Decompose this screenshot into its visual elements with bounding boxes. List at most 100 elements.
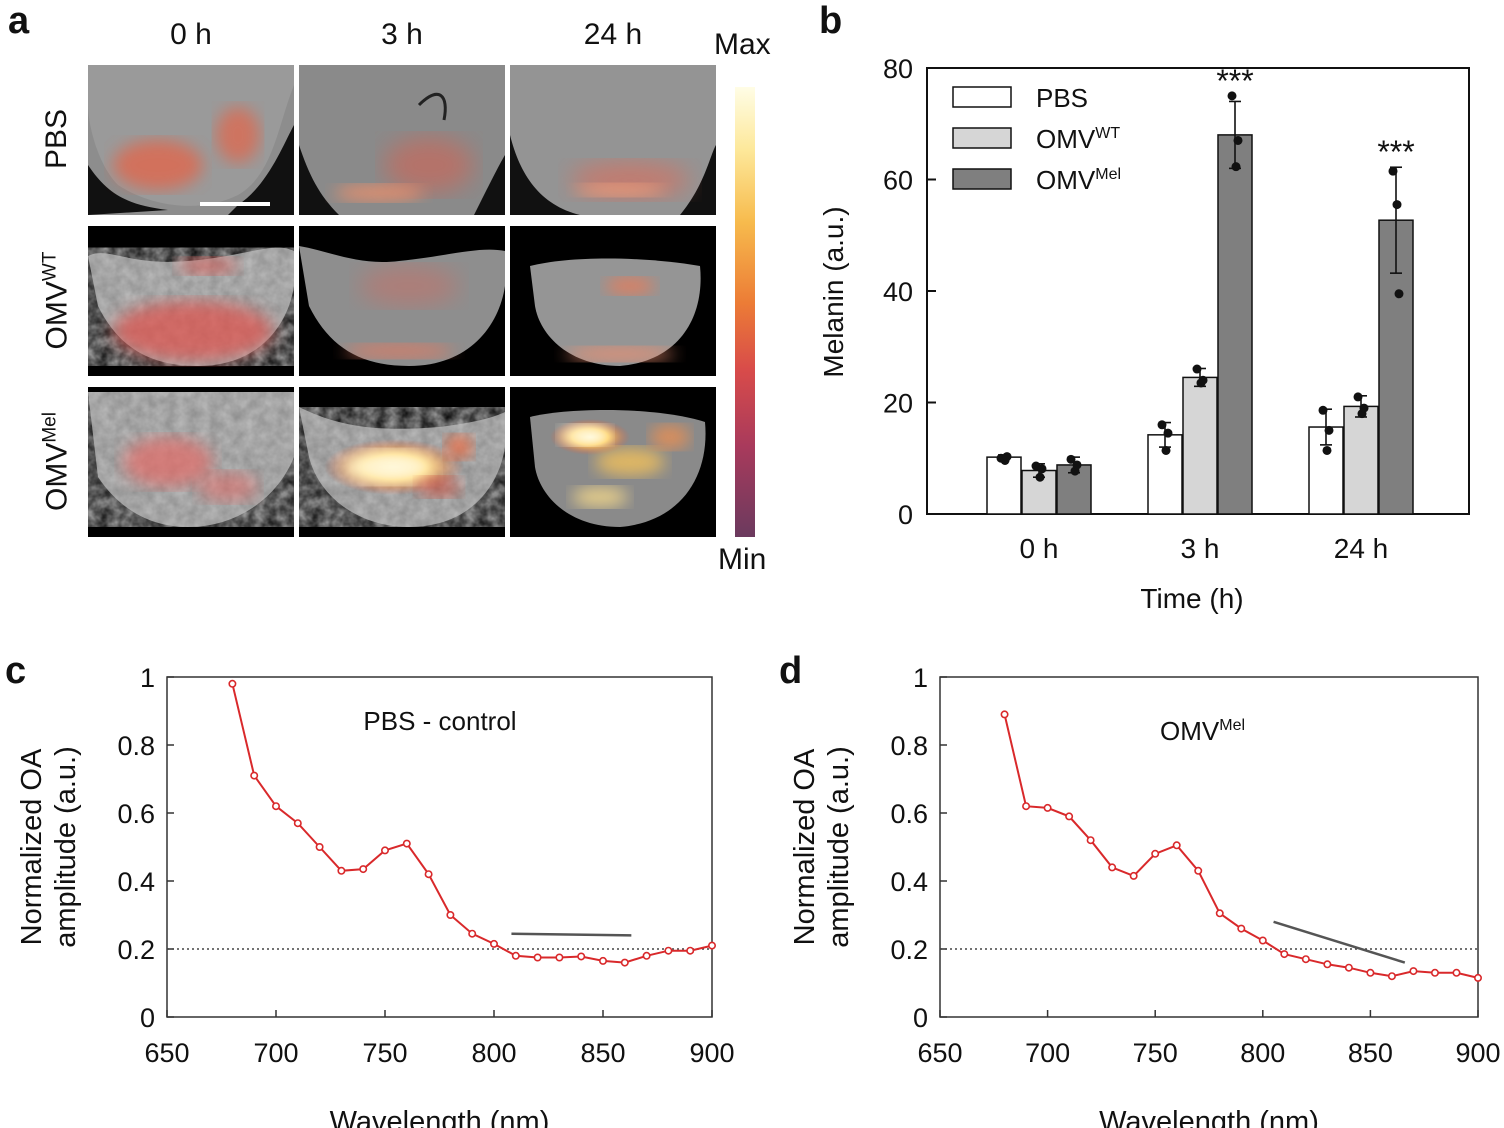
data-point: [1157, 420, 1167, 430]
chart-c-y-tick-label: 0.6: [117, 799, 155, 829]
data-point: [1392, 200, 1402, 210]
image-omv-wt-24h: [510, 226, 716, 376]
chart-c-data-point: [511, 951, 520, 960]
chart-c-data-point: [686, 946, 695, 955]
chart-c-data-point: [250, 771, 259, 780]
chart-c-data-point: [402, 839, 411, 848]
significance-marker: ***: [1377, 134, 1414, 170]
chart-d-data-point: [1301, 955, 1310, 964]
chart-c-data-point: [271, 802, 280, 811]
y-tick-label-b: 60: [883, 166, 913, 196]
chart-d-x-tick-label: 650: [917, 1038, 962, 1068]
legend-swatch: [952, 168, 1012, 190]
data-point: [1324, 425, 1334, 435]
legend-swatch: [952, 86, 1012, 108]
chart-d-y-axis-label-1: Normalized OA: [789, 748, 821, 945]
chart-c-y-tick-label: 0.4: [117, 867, 155, 897]
chart-c-y-tick-label: 0.2: [117, 935, 155, 965]
chart-d-line: 0 0.2 0.4 0.6 0.8 1 650 700 750 800 850 900 Waveleng…: [789, 663, 1501, 1128]
panel-letter-b: b: [819, 0, 843, 42]
chart-c-y-tick-label: 0.8: [117, 731, 155, 761]
x-tick-label-b: 0 h: [1020, 533, 1059, 564]
chart-c-x-tick-label: 700: [253, 1038, 298, 1068]
colorbar-max-label: Max: [714, 28, 771, 61]
chart-d-data-point: [1409, 967, 1418, 976]
data-point: [1388, 166, 1398, 176]
x-tick-label-b: 3 h: [1181, 533, 1220, 564]
chart-b-bar: 0 20 40 60 80 Melanin (a.u.) 0 h 3 h 24 h Time (h…: [818, 54, 1470, 614]
data-point: [1318, 405, 1328, 415]
chart-d-x-tick-label: 850: [1348, 1038, 1393, 1068]
y-tick-label-b: 40: [883, 277, 913, 307]
image-omv-wt-0h: [88, 226, 294, 376]
x-axis-label-b: Time (h): [1140, 583, 1243, 614]
chart-c-frame: [166, 676, 713, 1018]
data-point: [1161, 445, 1171, 455]
column-label-24h: 24 h: [583, 18, 643, 51]
data-point: [1002, 452, 1012, 462]
chart-d-frame: [939, 676, 1479, 1018]
chart-d-y-axis-label-2: amplitude (a.u.): [823, 746, 855, 948]
bar: [986, 456, 1022, 515]
chart-d-x-tick-label: 800: [1240, 1038, 1285, 1068]
chart-c-data-point: [642, 951, 651, 960]
chart-c-data-point: [664, 946, 673, 955]
legend-entry-base: OMV: [1036, 165, 1096, 195]
chart-d-data-point: [1387, 972, 1396, 981]
chart-c-data-point: [337, 866, 346, 875]
chart-c-data-point: [620, 958, 629, 967]
data-point: [1322, 445, 1332, 455]
chart-d-data-point: [1473, 973, 1482, 982]
chart-d-x-tick-label: 750: [1133, 1038, 1178, 1068]
chart-c-data-point: [228, 679, 237, 688]
data-point: [1198, 375, 1208, 385]
legend-entry-sup: WT: [1095, 125, 1120, 142]
bar: [1182, 376, 1218, 515]
image-pbs-24h: [510, 65, 716, 215]
image-omv-mel-3h: [299, 387, 505, 537]
chart-d-data-point: [1151, 849, 1160, 858]
chart-c-data-point: [577, 952, 586, 961]
data-point: [1035, 472, 1045, 482]
chart-d-data-point: [1086, 836, 1095, 845]
chart-c-x-tick-label: 850: [580, 1038, 625, 1068]
panel-letter-a: a: [8, 0, 30, 42]
bar: [1343, 405, 1379, 515]
legend-entry-base: OMV: [1036, 124, 1096, 154]
chart-c-data-point: [468, 929, 477, 938]
chart-d-y-tick-label: 1: [913, 663, 928, 693]
y-tick-label-b: 0: [898, 500, 913, 530]
chart-c-data-point: [533, 953, 542, 962]
chart-d-data-point: [1258, 936, 1267, 945]
chart-c-x-tick-label: 750: [362, 1038, 407, 1068]
chart-c-title: PBS - control: [363, 706, 516, 736]
bar: [1217, 134, 1253, 515]
chart-c-x-axis-label: Wavelength (nm): [330, 1106, 550, 1128]
chart-c-data-point: [489, 939, 498, 948]
chart-c-data-point: [446, 910, 455, 919]
image-omv-mel-24h: [510, 387, 716, 537]
chart-d-data-point: [1452, 968, 1461, 977]
legend-entry: PBS: [1036, 83, 1088, 113]
bar: [1147, 434, 1183, 515]
data-point: [1163, 428, 1173, 438]
chart-d-data-point: [1022, 802, 1031, 811]
chart-d-data-point: [1065, 812, 1074, 821]
chart-d-y-tick-label: 0.2: [890, 935, 928, 965]
chart-d-data-point: [1000, 710, 1009, 719]
image-pbs-0h: [88, 65, 294, 215]
chart-d-y-tick-label: 0.8: [890, 731, 928, 761]
data-point: [1037, 464, 1047, 474]
legend-swatch: [952, 127, 1012, 149]
panel-letter-c: c: [5, 650, 27, 692]
chart-c-data-point: [380, 846, 389, 855]
panel-letter-d: d: [779, 650, 803, 692]
chart-c-x-tick-label: 900: [689, 1038, 734, 1068]
chart-d-data-point: [1194, 866, 1203, 875]
chart-d-data-point: [1430, 968, 1439, 977]
colorbar-min-label: Min: [718, 543, 767, 576]
chart-c-y-axis-label-2: amplitude (a.u.): [50, 746, 82, 948]
chart-c-x-tick-label: 800: [471, 1038, 516, 1068]
chart-d-y-tick-label: 0.4: [890, 867, 928, 897]
chart-c-data-point: [293, 819, 302, 828]
